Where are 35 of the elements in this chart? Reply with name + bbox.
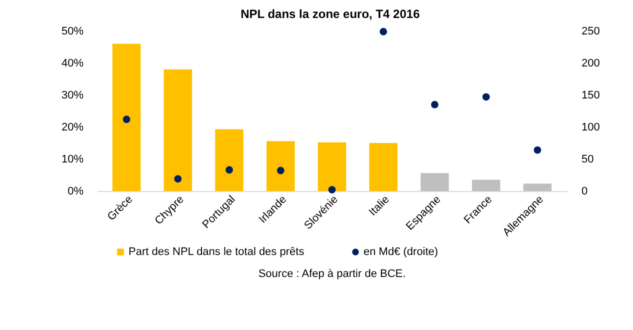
- bar: [318, 142, 346, 191]
- point: [122, 116, 130, 124]
- point: [226, 166, 233, 174]
- point: [431, 100, 438, 108]
- y-tick-label: 0%: [68, 186, 84, 198]
- bar: [523, 184, 552, 191]
- point: [380, 28, 388, 36]
- y2-tick-label: 200: [582, 58, 600, 70]
- y2-tick-label: 250: [582, 26, 600, 38]
- source-note: Source : Afep à partir de BCE.: [258, 268, 406, 280]
- point: [174, 175, 182, 183]
- y-tick-label: 40%: [61, 58, 84, 70]
- point: [534, 146, 542, 154]
- bar: [420, 173, 449, 191]
- y-tick-label: 20%: [61, 122, 84, 134]
- point: [328, 186, 336, 194]
- legend-label: Part des NPL dans le total des prêts: [128, 246, 305, 258]
- y-tick-label: 50%: [61, 26, 84, 38]
- bar: [164, 69, 192, 191]
- bar: [215, 129, 244, 191]
- y-tick-label: 30%: [61, 90, 84, 102]
- y-tick-label: 10%: [61, 154, 84, 166]
- point: [276, 166, 284, 174]
- bar: [112, 44, 141, 191]
- y2-tick-label: 150: [582, 90, 600, 102]
- chart-title: NPL dans la zone euro, T4 2016: [240, 7, 420, 21]
- y2-tick-label: 50: [582, 154, 594, 166]
- legend-label: en Md€ (droite): [364, 246, 438, 258]
- y2-tick-label: 100: [582, 122, 600, 134]
- bar: [369, 143, 398, 191]
- bar: [266, 141, 295, 191]
- bar: [472, 180, 500, 191]
- y2-tick-label: 0: [582, 186, 588, 198]
- point: [482, 93, 490, 101]
- x-tick-label: Italie: [366, 194, 392, 218]
